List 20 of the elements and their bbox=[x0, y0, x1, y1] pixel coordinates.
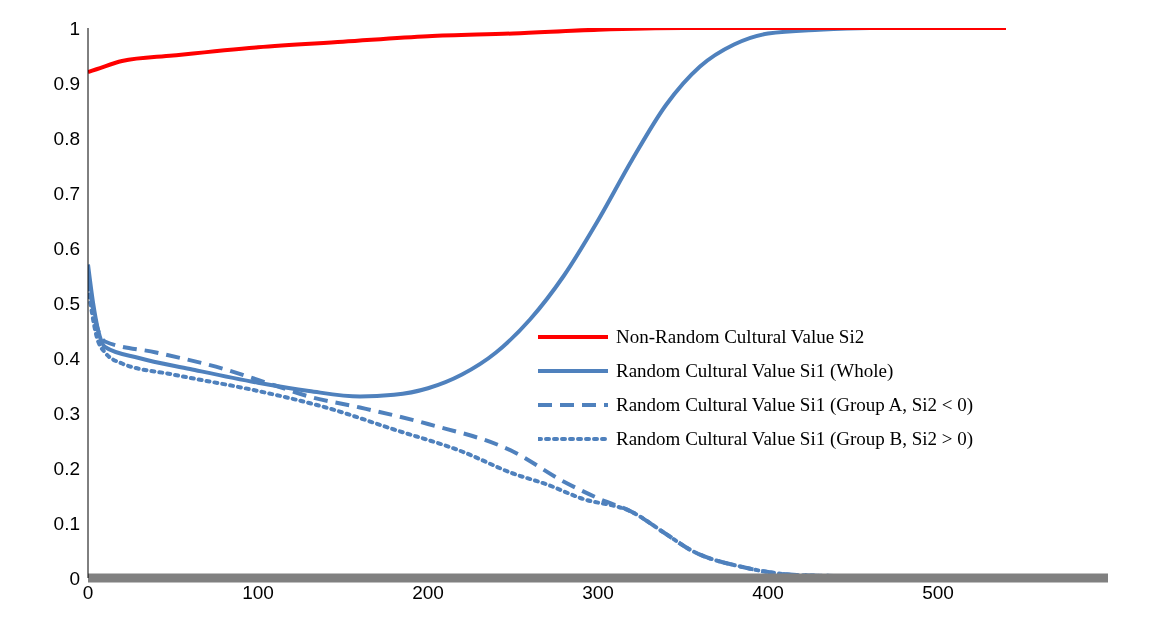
x-tick-label: 200 bbox=[412, 582, 444, 604]
y-tick-label: 0.2 bbox=[53, 457, 80, 479]
x-tick-label: 500 bbox=[922, 582, 954, 604]
x-tick-label: 100 bbox=[242, 582, 274, 604]
legend-label: Random Cultural Value Si1 (Group B, Si2 > 0) bbox=[616, 428, 974, 450]
y-tick-label: 0 bbox=[69, 567, 80, 589]
y-tick-label: 0.1 bbox=[53, 512, 80, 534]
y-tick-label: 0.8 bbox=[53, 127, 80, 149]
y-tick-label: 0.7 bbox=[53, 182, 80, 204]
legend-label: Random Cultural Value Si1 (Group A, Si2 < 0) bbox=[616, 394, 974, 416]
legend-label: Non-Random Cultural Value Si2 bbox=[616, 326, 865, 348]
x-tick-label: 300 bbox=[582, 582, 614, 604]
y-tick-label: 0.5 bbox=[53, 292, 80, 314]
x-tick-label: 400 bbox=[752, 582, 784, 604]
y-tick-label: 0.4 bbox=[53, 347, 81, 369]
y-tick-label: 0.3 bbox=[53, 402, 80, 424]
y-tick-label: 0.6 bbox=[53, 237, 80, 259]
legend-label: Random Cultural Value Si1 (Whole) bbox=[616, 360, 894, 382]
y-tick-label: 1 bbox=[69, 17, 80, 39]
y-tick-label: 0.9 bbox=[53, 72, 80, 94]
